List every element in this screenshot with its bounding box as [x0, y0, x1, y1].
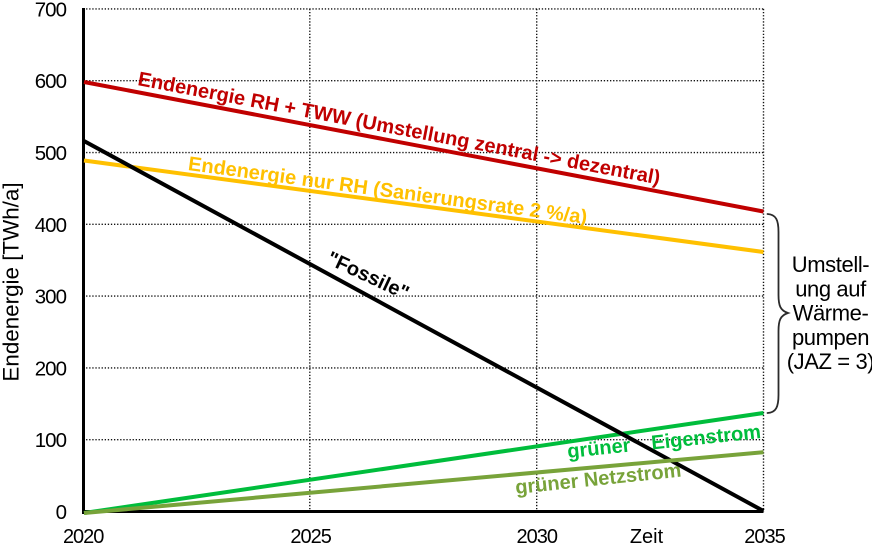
- svg-text:2020: 2020: [63, 526, 104, 546]
- svg-text:ung auf: ung auf: [795, 276, 867, 301]
- svg-text:2035: 2035: [744, 526, 785, 546]
- svg-text:Zeit: Zeit: [630, 526, 664, 546]
- svg-text:100: 100: [35, 429, 67, 452]
- svg-text:500: 500: [35, 142, 67, 165]
- svg-text:400: 400: [35, 214, 67, 237]
- svg-text:700: 700: [35, 0, 67, 21]
- svg-text:Endenergie [TWh/a]: Endenergie [TWh/a]: [0, 182, 24, 381]
- svg-text:200: 200: [35, 357, 67, 380]
- svg-text:Wärme-: Wärme-: [793, 301, 869, 326]
- svg-text:2025: 2025: [290, 526, 331, 546]
- svg-text:300: 300: [35, 286, 67, 309]
- svg-text:Umstell-: Umstell-: [792, 252, 870, 277]
- svg-text:0: 0: [56, 501, 67, 524]
- svg-text:2030: 2030: [517, 526, 558, 546]
- svg-text:600: 600: [35, 70, 67, 93]
- svg-text:pumpen: pumpen: [792, 325, 869, 350]
- svg-text:(JAZ = 3): (JAZ = 3): [787, 349, 872, 374]
